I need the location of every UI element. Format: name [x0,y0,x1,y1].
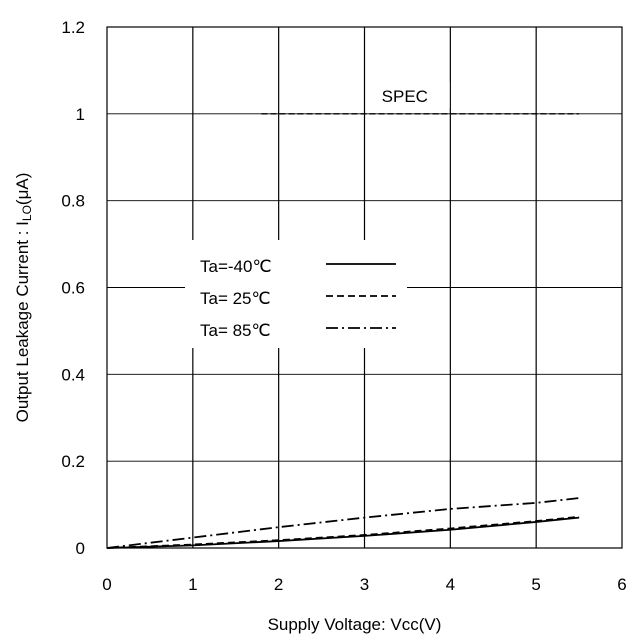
x-tick-label: 5 [531,575,540,594]
series-line-2 [106,515,580,549]
y-tick-label: 0.8 [61,192,85,211]
tick-labels: 0 1 2 3 4 5 6 0 0.2 0.4 0.6 0.8 1 1.2 [61,18,626,594]
y-tick-label: 0.2 [61,452,85,471]
y-tick-label: 0.4 [61,365,85,384]
y-tick-label: 1.2 [61,18,85,37]
y-tick-label: 0.6 [61,279,85,298]
y-tick-label: 1 [76,105,85,124]
x-tick-label: 4 [446,575,455,594]
y-axis-title-unit: (μA) [13,173,32,205]
x-tick-label: 3 [360,575,369,594]
series-lines [106,497,580,549]
legend-label: Ta= 85℃ [200,321,271,340]
y-tick-label: 0 [76,539,85,558]
x-axis-title: Supply Voltage: Vcc(V) [268,615,442,634]
x-tick-label: 6 [617,575,626,594]
series-line-1 [106,516,580,549]
y-axis-title: Output Leakage Current : ILO(μA) [13,173,34,423]
legend-background [185,240,407,348]
spec-label-background [375,81,450,108]
x-tick-label: 1 [188,575,197,594]
y-axis-title-main: Output Leakage Current : I [13,221,32,422]
x-tick-label: 0 [102,575,111,594]
legend-label: Ta= 25℃ [200,289,271,308]
legend: Ta=-40℃ Ta= 25℃ Ta= 85℃ [185,240,407,348]
plot-frame [106,26,623,549]
spec-label: SPEC [382,87,428,106]
series-line-3 [106,497,580,549]
legend-label: Ta=-40℃ [200,257,272,276]
x-tick-label: 2 [274,575,283,594]
y-axis-title-sub: LO [20,205,34,221]
